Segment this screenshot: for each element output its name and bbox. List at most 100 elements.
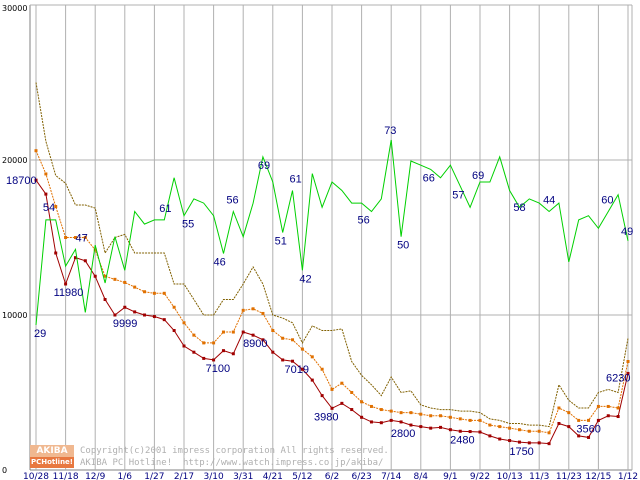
data-point-price_min xyxy=(83,259,87,263)
data-point-price_min xyxy=(508,439,512,443)
y-tick-label: 10000 xyxy=(2,311,27,320)
data-point-price_avg xyxy=(152,291,156,295)
logo-top-text: AKIBA xyxy=(30,445,74,457)
data-point-price_avg xyxy=(478,418,482,422)
data-point-price_min xyxy=(616,415,620,419)
data-point-price_avg xyxy=(83,236,87,239)
x-tick-label: 8/4 xyxy=(414,472,429,480)
data-label-shop_count: 42 xyxy=(299,273,311,285)
series-lines xyxy=(34,82,630,446)
y-tick-label: 20000 xyxy=(2,156,27,165)
data-label-shop_count: 60 xyxy=(601,194,613,206)
data-label-shop_count: 61 xyxy=(159,203,171,215)
data-point-price_avg xyxy=(113,277,117,281)
data-label-price_min: 6230 xyxy=(606,372,630,384)
x-tick-label: 1/6 xyxy=(118,472,133,480)
data-point-price_min xyxy=(93,274,97,278)
data-point-price_min xyxy=(517,440,521,444)
data-point-price_avg xyxy=(557,406,561,410)
data-point-price_min xyxy=(241,330,245,334)
data-point-price_avg xyxy=(606,404,610,408)
data-point-price_min xyxy=(172,329,176,332)
data-point-price_avg xyxy=(399,411,403,415)
data-point-price_min xyxy=(626,371,630,375)
data-point-price_avg xyxy=(379,408,383,412)
akiba-logo: AKIBA PCHotline! xyxy=(30,445,74,469)
data-point-price_avg xyxy=(44,172,48,176)
x-tick-label: 1/12 xyxy=(618,472,638,480)
data-point-price_avg xyxy=(360,400,364,404)
data-point-price_avg xyxy=(468,418,472,422)
data-point-price_avg xyxy=(419,412,423,416)
data-point-price_avg xyxy=(310,355,314,359)
data-point-price_avg xyxy=(369,404,373,408)
data-point-price_avg xyxy=(261,311,265,315)
data-point-price_min xyxy=(162,318,166,322)
data-label-shop_count: 69 xyxy=(258,160,270,172)
data-point-price_min xyxy=(389,418,393,422)
site-url-line: AKIBA PC Hotline! http://www.watch.impre… xyxy=(80,458,384,468)
data-point-price_avg xyxy=(350,391,354,394)
data-label-shop_count: 54 xyxy=(43,202,55,214)
grid-lines xyxy=(29,4,633,471)
data-point-price_avg xyxy=(596,404,600,408)
data-point-price_avg xyxy=(498,425,502,429)
x-tick-label: 3/10 xyxy=(203,472,223,480)
data-point-price_min xyxy=(340,401,344,405)
x-tick-label: 10/28 xyxy=(23,472,49,480)
data-label-price_min: 3980 xyxy=(314,411,338,423)
data-label-shop_count: 56 xyxy=(357,214,369,226)
x-tick-label: 9/1 xyxy=(443,472,457,480)
data-point-price_avg xyxy=(172,305,176,309)
data-point-price_min xyxy=(537,441,541,445)
data-point-price_avg xyxy=(340,381,344,385)
data-point-price_min xyxy=(399,420,403,424)
data-point-price_avg xyxy=(212,341,216,345)
x-tick-label: 6/23 xyxy=(351,472,371,480)
data-point-price_min xyxy=(123,305,127,309)
data-point-price_avg xyxy=(133,285,137,289)
data-point-price_avg xyxy=(34,149,38,153)
data-label-price_min: 1750 xyxy=(509,446,533,458)
x-tick-label: 9/22 xyxy=(470,472,490,480)
data-point-price_avg xyxy=(162,291,166,295)
data-point-price_min xyxy=(221,349,225,353)
data-label-shop_count: 29 xyxy=(34,328,46,340)
data-label-shop_count: 51 xyxy=(275,236,287,248)
data-point-price_min xyxy=(596,418,600,422)
data-point-price_min xyxy=(44,192,48,196)
data-point-price_min xyxy=(429,426,433,430)
data-point-price_min xyxy=(350,408,354,412)
data-point-price_avg xyxy=(54,205,58,208)
data-label-shop_count: 66 xyxy=(423,172,435,184)
data-point-price_min xyxy=(458,429,462,433)
data-point-price_avg xyxy=(577,418,581,422)
data-point-price_avg xyxy=(458,417,462,421)
data-point-price_avg xyxy=(221,330,225,334)
data-point-price_min xyxy=(271,350,275,354)
data-point-price_min xyxy=(231,352,235,356)
data-point-price_avg xyxy=(587,418,591,422)
data-label-price_min: 11980 xyxy=(54,287,84,299)
data-point-price_min xyxy=(73,256,77,260)
data-point-price_min xyxy=(291,359,295,363)
data-point-price_min xyxy=(527,441,531,445)
x-tick-label: 7/14 xyxy=(381,472,401,480)
data-point-price_min xyxy=(113,313,117,317)
data-point-price_avg xyxy=(123,280,127,284)
data-label-shop_count: 49 xyxy=(621,226,633,238)
logo-bottom-text: PCHotline! xyxy=(30,457,74,468)
data-point-price_avg xyxy=(330,387,334,391)
data-label-price_min: 7100 xyxy=(206,363,230,375)
data-point-price_avg xyxy=(320,367,324,371)
data-point-price_avg xyxy=(537,429,541,433)
data-label-shop_count: 61 xyxy=(290,173,302,185)
data-point-price_min xyxy=(587,435,591,439)
x-tick-label: 3/31 xyxy=(233,472,253,480)
data-label-price_min: 2480 xyxy=(450,435,474,447)
data-point-price_avg xyxy=(616,406,620,410)
data-point-price_min xyxy=(409,423,413,427)
series-line-shop_count xyxy=(35,139,629,326)
x-tick-label: 10/13 xyxy=(497,472,523,480)
